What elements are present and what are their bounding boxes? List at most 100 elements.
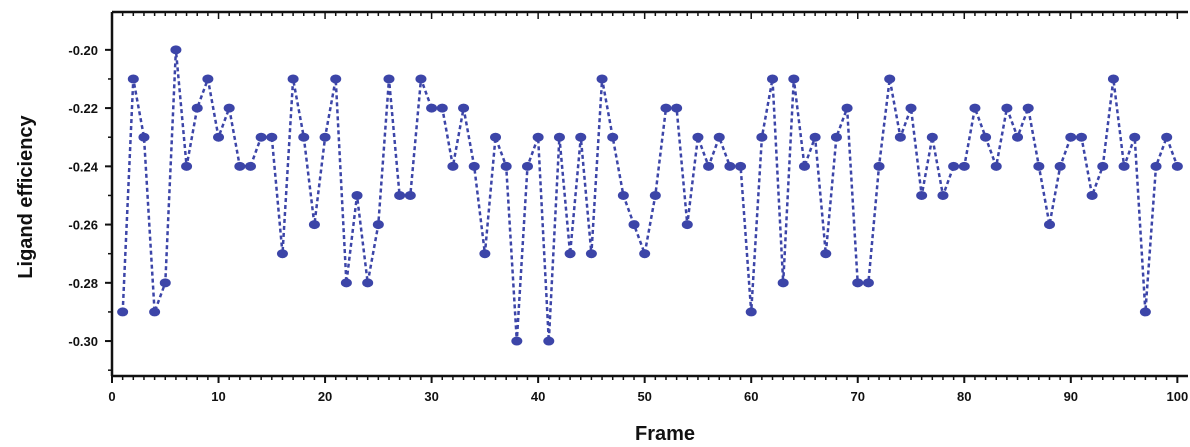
- data-point: [521, 161, 533, 171]
- data-point: [660, 103, 672, 113]
- data-point: [244, 161, 256, 171]
- data-point: [980, 132, 992, 142]
- data-point: [852, 278, 864, 288]
- y-tick-label: -0.20: [68, 43, 98, 58]
- data-point: [916, 190, 928, 200]
- data-point: [500, 161, 512, 171]
- data-point: [1097, 161, 1109, 171]
- data-point: [1044, 220, 1056, 230]
- data-point: [713, 132, 725, 142]
- data-point: [543, 336, 555, 346]
- data-point: [617, 190, 629, 200]
- data-point: [969, 103, 981, 113]
- y-tick-label: -0.24: [68, 159, 98, 174]
- series-line: [121, 49, 1179, 342]
- data-point: [340, 278, 352, 288]
- data-point: [948, 161, 960, 171]
- data-point: [788, 74, 800, 84]
- data-point: [926, 132, 938, 142]
- data-point: [138, 132, 150, 142]
- series-polyline: [121, 49, 1179, 342]
- plot-frame: [110, 10, 1188, 378]
- y-axis-title: Ligand efficiency: [15, 114, 37, 278]
- data-point: [468, 161, 480, 171]
- data-point: [894, 132, 906, 142]
- data-point: [990, 161, 1002, 171]
- data-point: [777, 278, 789, 288]
- data-point: [905, 103, 917, 113]
- x-axis: 0 10 20 30 40 50 60 70 80 90 100: [108, 376, 1188, 404]
- data-point: [798, 161, 810, 171]
- data-point: [724, 161, 736, 171]
- data-point: [958, 161, 970, 171]
- y-tick-label: -0.22: [68, 101, 98, 116]
- data-point: [117, 307, 129, 317]
- data-point: [735, 161, 747, 171]
- data-point: [351, 190, 363, 200]
- data-point: [1139, 307, 1151, 317]
- x-tick-label: 20: [318, 389, 332, 404]
- data-point: [308, 220, 320, 230]
- data-point: [1075, 132, 1087, 142]
- data-point: [937, 190, 949, 200]
- data-point: [575, 132, 587, 142]
- data-point: [1161, 132, 1173, 142]
- x-tick-label: 60: [744, 389, 758, 404]
- data-point: [681, 220, 693, 230]
- data-point: [884, 74, 896, 84]
- data-point: [745, 307, 757, 317]
- x-tick-label: 30: [424, 389, 438, 404]
- data-point: [394, 190, 406, 200]
- x-tick-label: 100: [1166, 389, 1188, 404]
- data-point: [436, 103, 448, 113]
- data-point: [191, 103, 203, 113]
- data-point: [585, 249, 597, 259]
- data-point: [862, 278, 874, 288]
- data-point: [234, 161, 246, 171]
- data-point: [532, 132, 544, 142]
- data-point: [266, 132, 278, 142]
- x-tick-label: 70: [851, 389, 865, 404]
- data-point: [159, 278, 171, 288]
- x-tick-label: 40: [531, 389, 545, 404]
- data-point: [127, 74, 139, 84]
- y-axis: -0.30 -0.28 -0.26 -0.24 -0.22 -0.20: [68, 43, 112, 371]
- data-point: [1150, 161, 1162, 171]
- data-point: [276, 249, 288, 259]
- data-point: [255, 132, 267, 142]
- data-point: [756, 132, 768, 142]
- data-point: [362, 278, 374, 288]
- data-point: [383, 74, 395, 84]
- data-point: [170, 45, 182, 55]
- data-point: [213, 132, 225, 142]
- data-point: [628, 220, 640, 230]
- data-point: [447, 161, 459, 171]
- data-point: [426, 103, 438, 113]
- data-point: [404, 190, 416, 200]
- data-point: [1054, 161, 1066, 171]
- data-point: [1033, 161, 1045, 171]
- data-point: [330, 74, 342, 84]
- data-point: [596, 74, 608, 84]
- data-point: [1171, 161, 1183, 171]
- x-axis-title: Frame: [635, 423, 695, 445]
- data-point: [1022, 103, 1034, 113]
- x-tick-label: 50: [637, 389, 651, 404]
- data-point: [458, 103, 470, 113]
- data-point: [223, 103, 235, 113]
- y-tick-label: -0.26: [68, 218, 98, 233]
- x-tick-label: 90: [1064, 389, 1078, 404]
- data-point: [298, 132, 310, 142]
- data-point: [1118, 161, 1130, 171]
- data-point: [841, 103, 853, 113]
- data-point: [767, 74, 779, 84]
- x-tick-label: 10: [211, 389, 225, 404]
- data-point: [319, 132, 331, 142]
- data-point: [1001, 103, 1013, 113]
- data-points: [117, 45, 1183, 346]
- data-point: [564, 249, 576, 259]
- data-point: [181, 161, 193, 171]
- data-point: [703, 161, 715, 171]
- data-point: [202, 74, 214, 84]
